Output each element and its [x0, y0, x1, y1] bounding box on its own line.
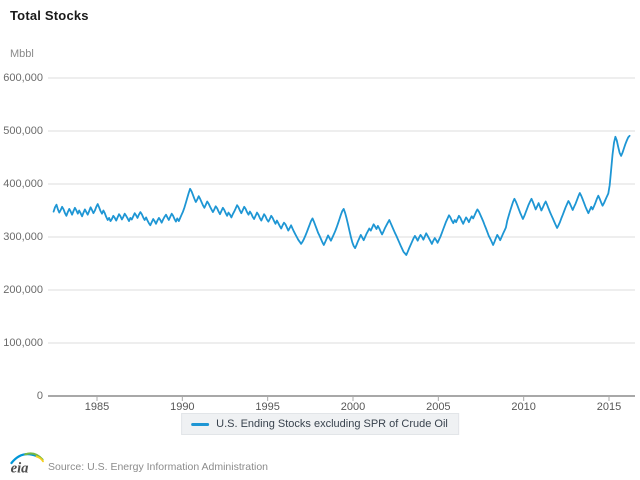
y-tick-label: 200,000	[3, 283, 43, 296]
series-line-swatch-icon	[191, 422, 210, 426]
y-axis-unit-label: Mbbl	[10, 48, 34, 60]
x-tick-label: 1995	[255, 401, 280, 413]
svg-text:eia: eia	[11, 461, 29, 477]
y-tick-label: 300,000	[3, 230, 43, 243]
chart-footer: eia Source: U.S. Energy Information Admi…	[0, 446, 640, 480]
x-tick-label: 1990	[170, 401, 195, 413]
x-tick-label: 2000	[340, 401, 366, 413]
x-tick-label: 2010	[511, 401, 536, 413]
x-tick-label: 2015	[596, 401, 622, 413]
y-tick-label: 0	[36, 389, 43, 402]
x-tick-label: 2005	[426, 401, 451, 413]
legend-series-label: U.S. Ending Stocks excluding SPR of Crud…	[216, 418, 448, 430]
eia-logo-icon: eia	[10, 452, 44, 477]
y-tick-label: 600,000	[3, 71, 43, 84]
legend-item[interactable]: U.S. Ending Stocks excluding SPR of Crud…	[181, 413, 459, 435]
chart-title: Total Stocks	[10, 8, 89, 23]
y-tick-label: 400,000	[3, 177, 43, 190]
y-tick-label: 100,000	[3, 336, 43, 349]
source-attribution: Source: U.S. Energy Information Administ…	[48, 461, 269, 473]
data-series-line	[52, 134, 631, 256]
x-tick-label: 1985	[84, 401, 110, 413]
y-tick-label: 500,000	[3, 124, 43, 137]
